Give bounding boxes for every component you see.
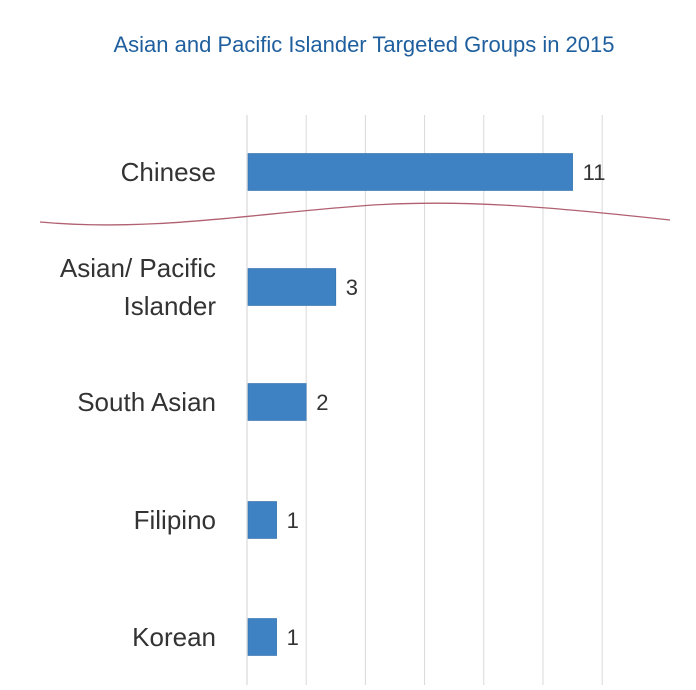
- category-label-line: Filipino: [134, 505, 216, 535]
- bar-south-asian: [247, 383, 307, 421]
- category-label: Filipino: [134, 505, 216, 535]
- category-labels: Chinese Asian/ Pacific Islander South Asian…: [60, 157, 216, 652]
- data-label: 1: [287, 508, 299, 533]
- chart-title: Asian and Pacific Islander Targeted Grou…: [113, 32, 614, 57]
- data-label: 1: [287, 625, 299, 650]
- category-label: Asian/ Pacific Islander: [60, 253, 216, 321]
- category-label-line: Korean: [132, 622, 216, 652]
- category-label: South Asian: [77, 387, 216, 417]
- bar-korean: [247, 618, 277, 656]
- data-label: 3: [346, 275, 358, 300]
- category-label-line: Asian/ Pacific: [60, 253, 216, 283]
- category-label-line: Islander: [124, 291, 217, 321]
- category-label-line: South Asian: [77, 387, 216, 417]
- category-label: Chinese: [121, 157, 216, 187]
- data-label: 11: [583, 160, 606, 185]
- bar-filipino: [247, 501, 277, 539]
- bar-chinese: [247, 153, 573, 191]
- category-label: Korean: [132, 622, 216, 652]
- category-label-line: Chinese: [121, 157, 216, 187]
- hand-drawn-divider-line: [39, 202, 671, 226]
- data-label: 2: [316, 390, 328, 415]
- bars: [247, 153, 573, 656]
- bar-asian-pacific-islander: [247, 268, 337, 306]
